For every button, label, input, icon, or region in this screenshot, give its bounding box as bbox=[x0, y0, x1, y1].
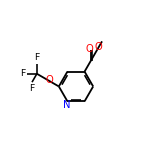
Text: N: N bbox=[63, 100, 70, 110]
Text: O: O bbox=[45, 74, 53, 85]
Text: O: O bbox=[94, 42, 102, 52]
Text: F: F bbox=[29, 84, 35, 93]
Text: F: F bbox=[34, 53, 40, 62]
Text: F: F bbox=[20, 69, 25, 78]
Text: O: O bbox=[85, 44, 93, 54]
